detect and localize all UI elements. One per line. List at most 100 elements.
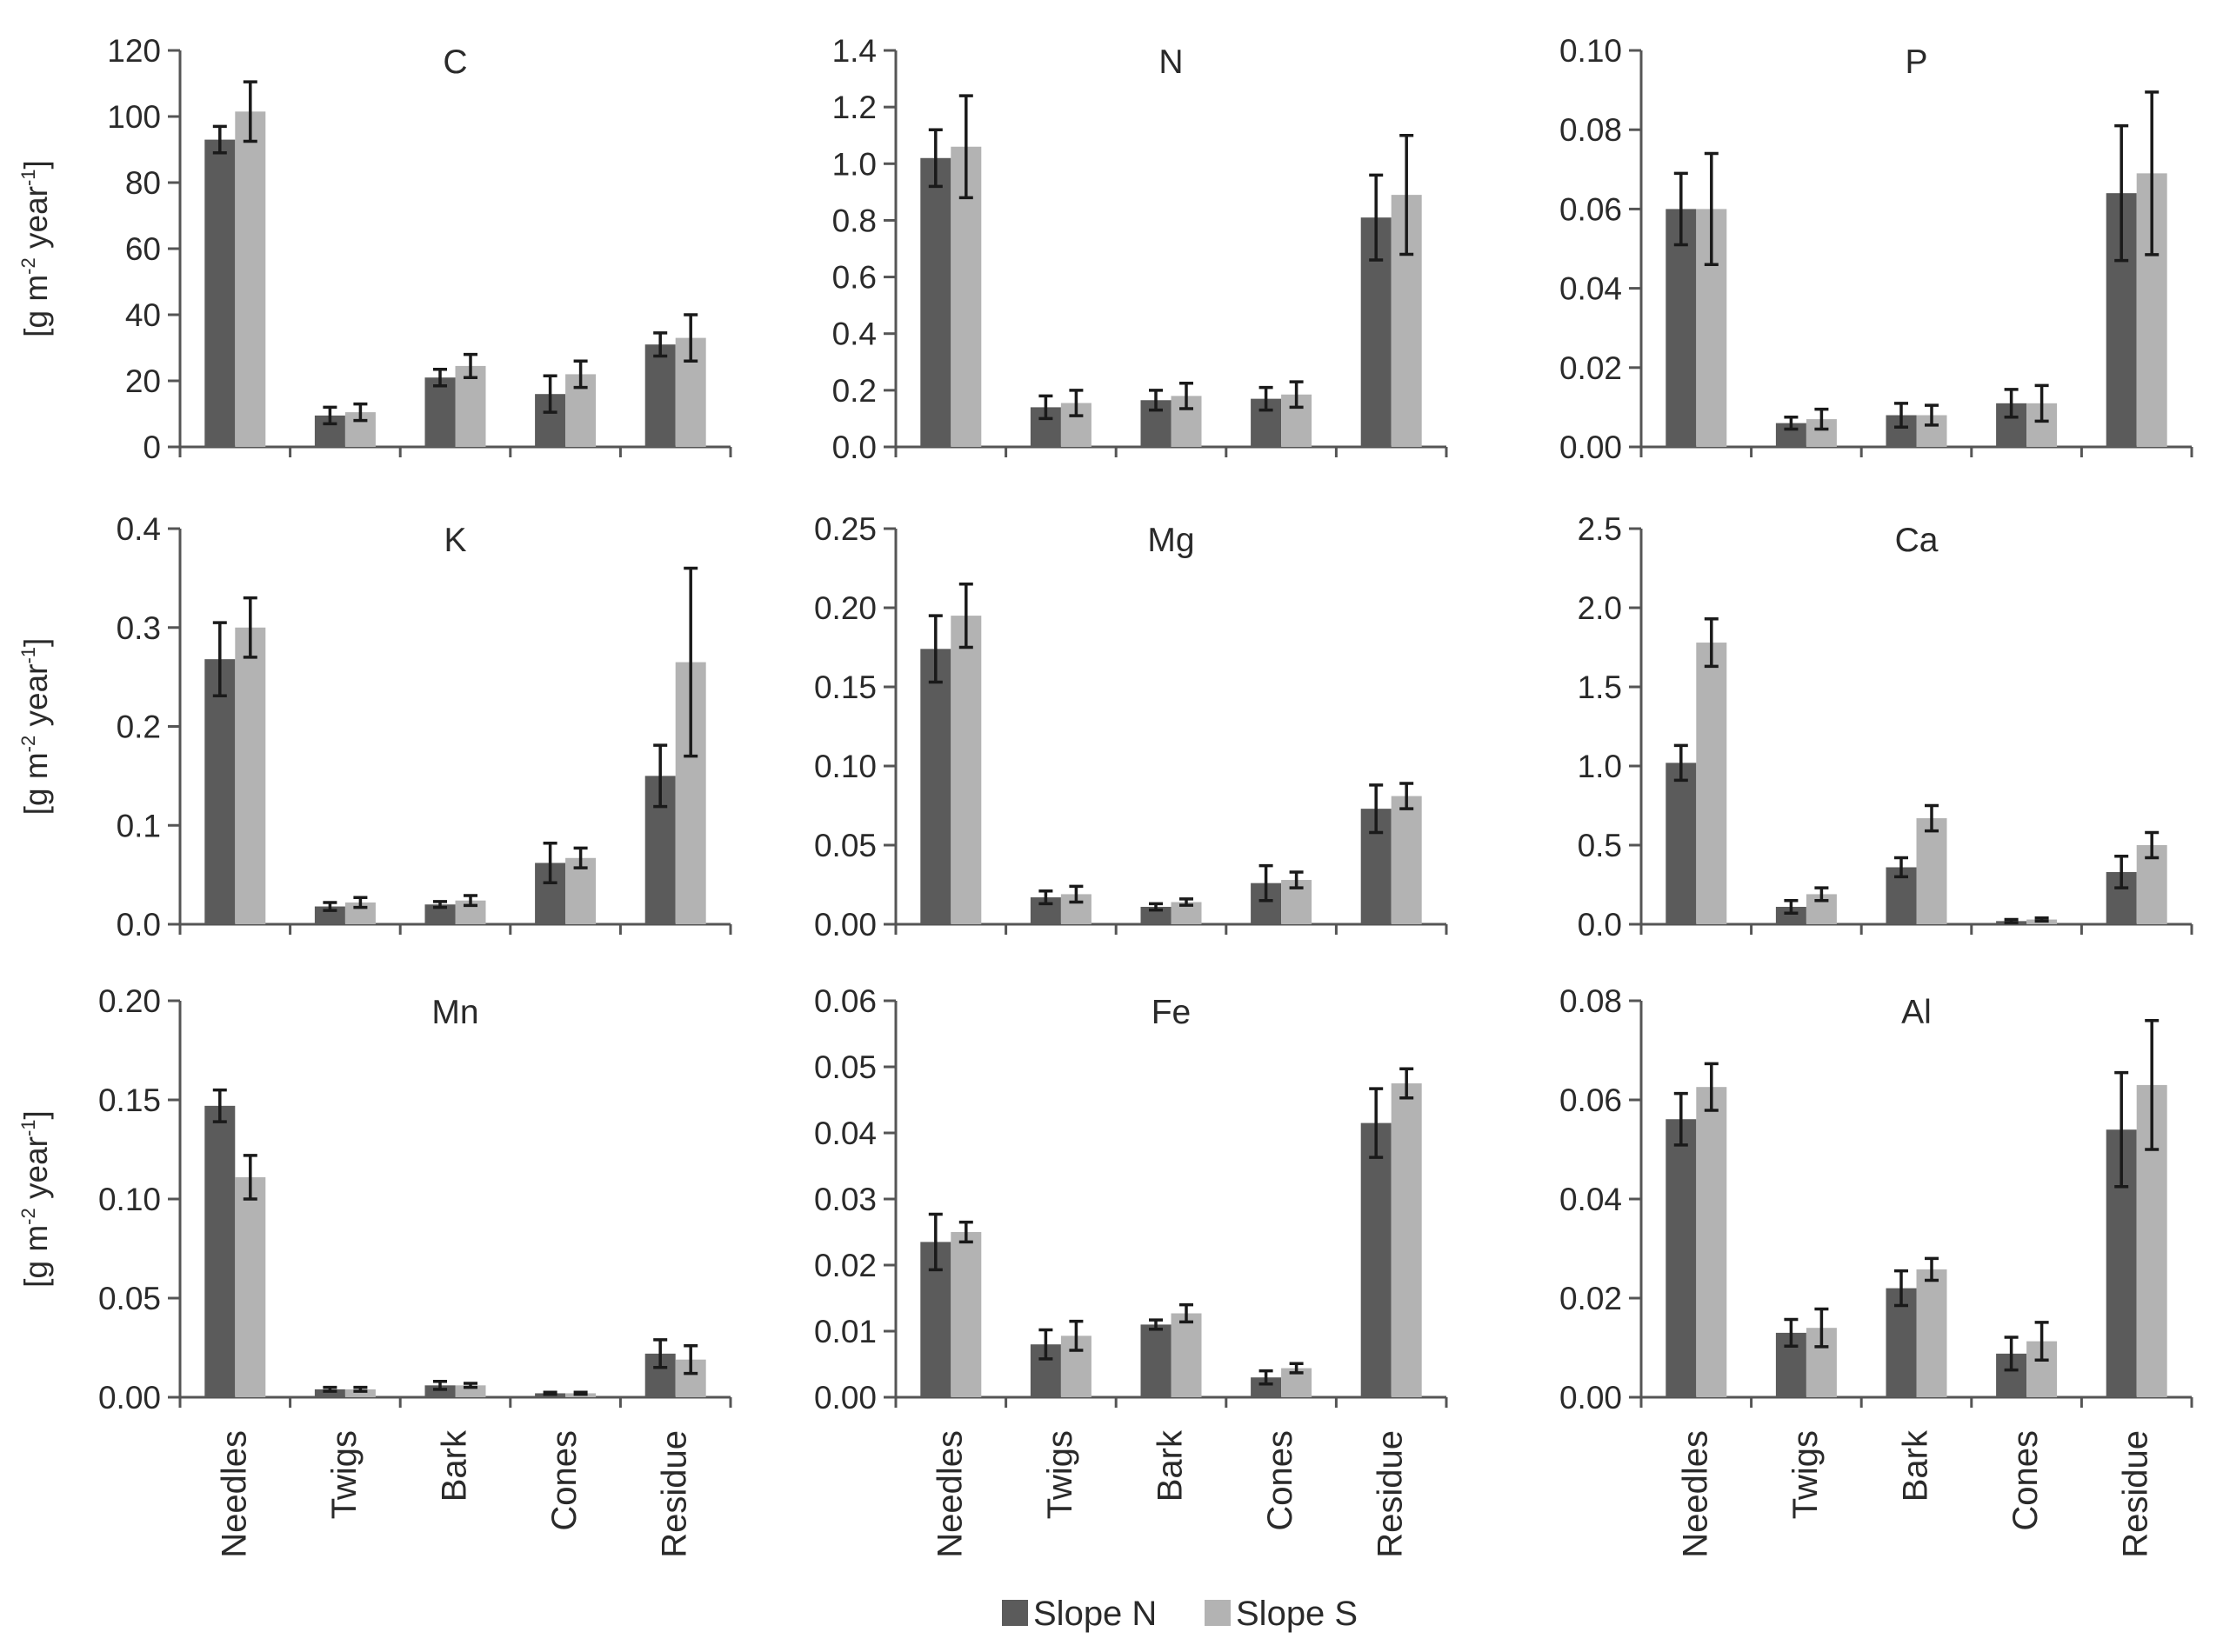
error-bar-k-needles-slope-n	[212, 621, 227, 697]
y-tick-label: 0	[143, 430, 161, 465]
category-label-twigs: Twigs	[1786, 1430, 1825, 1519]
y-tick-label: 1.2	[832, 90, 877, 125]
legend-swatch-slope-s	[1205, 1600, 1231, 1626]
legend-label-slope-s: Slope S	[1236, 1595, 1358, 1633]
y-tick-label: 0.2	[832, 373, 877, 409]
category-label-residue: Residue	[2117, 1430, 2155, 1558]
error-bar-k-bark-slope-n	[433, 900, 447, 909]
bar-k-twigs-slope-n	[314, 906, 345, 924]
y-tick-label: 0.10	[814, 749, 877, 784]
category-label-cones: Cones	[545, 1430, 584, 1531]
y-tick-label: 0.02	[1559, 1281, 1622, 1316]
bar-mn-twigs-slope-n	[314, 1389, 345, 1397]
error-bar-p-residue-slope-n	[2114, 123, 2129, 263]
error-bar-p-twigs-slope-s	[1814, 407, 1829, 431]
y-label-exponent: -2	[17, 736, 39, 753]
panel-fe: 0.00 0.01 0.02 0.03 0.04 0.05 0.06 Fe	[814, 983, 1448, 1416]
error-bar-k-cones-slope-n	[543, 841, 557, 884]
panel-mg: 0.00 0.05 0.10 0.15 0.20 0.25 Mg	[814, 511, 1448, 943]
panel-title-al: Al	[1901, 994, 1932, 1031]
category-label-cones: Cones	[1261, 1430, 1299, 1531]
y-tick-label: 0.00	[1559, 430, 1622, 465]
bar-c-needles-slope-s	[235, 111, 266, 448]
bar-fe-residue-slope-s	[1391, 1083, 1422, 1397]
bar-p-needles-slope-n	[1666, 209, 1697, 447]
error-bar-mn-needles-slope-n	[212, 1088, 227, 1123]
error-bar-p-cones-slope-s	[2034, 383, 2049, 423]
y-label-exponent: -1	[17, 1119, 39, 1136]
error-bar-n-residue-slope-s	[1399, 133, 1414, 256]
error-bar-ca-needles-slope-n	[1673, 743, 1688, 783]
y-tick-label: 0.00	[814, 907, 877, 943]
y-tick-label: 0.01	[814, 1314, 877, 1349]
error-bar-n-twigs-slope-s	[1069, 389, 1084, 417]
bar-al-needles-slope-n	[1666, 1119, 1697, 1397]
bar-ca-needles-slope-n	[1666, 763, 1697, 924]
error-bar-fe-residue-slope-n	[1369, 1087, 1384, 1159]
error-bar-mg-cones-slope-n	[1258, 863, 1273, 903]
error-bar-fe-bark-slope-n	[1149, 1318, 1163, 1331]
y-tick-label: 0.06	[814, 983, 877, 1019]
bar-al-needles-slope-s	[1696, 1087, 1727, 1397]
error-bar-c-bark-slope-n	[433, 367, 447, 388]
y-axis-label: [g m-2 year-1]	[17, 1110, 54, 1288]
y-tick-label: 0.15	[98, 1082, 161, 1118]
bar-mn-bark-slope-n	[424, 1385, 456, 1397]
error-bar-ca-cones-slope-s	[2034, 916, 2049, 923]
y-tick-label: 0.05	[98, 1281, 161, 1316]
y-tick-label: 0.02	[1559, 350, 1622, 386]
y-tick-label: 60	[125, 231, 161, 267]
y-tick-label: 0.08	[1559, 983, 1622, 1019]
error-bar-c-bark-slope-s	[464, 352, 477, 379]
bar-mg-bark-slope-n	[1140, 906, 1172, 924]
panel-title-p: P	[1905, 43, 1927, 81]
y-tick-label: 0.20	[98, 983, 161, 1019]
y-tick-label: 0.00	[814, 1380, 877, 1416]
y-tick-label: 2.0	[1578, 590, 1622, 626]
y-tick-label: 0.15	[814, 669, 877, 705]
error-bar-n-needles-slope-s	[958, 94, 973, 200]
panel-title-mn: Mn	[431, 994, 478, 1031]
category-label-residue: Residue	[1372, 1430, 1410, 1558]
y-tick-label: 0.0	[1578, 907, 1622, 943]
error-bar-mg-bark-slope-s	[1179, 897, 1193, 907]
y-label-base: [g m	[18, 752, 54, 815]
error-bar-fe-needles-slope-s	[958, 1220, 973, 1244]
y-tick-label: 2.5	[1578, 511, 1622, 547]
panel-title-fe: Fe	[1152, 994, 1192, 1031]
error-bar-c-needles-slope-n	[212, 124, 227, 155]
category-label-needles: Needles	[1676, 1430, 1714, 1558]
y-tick-label: 0.06	[1559, 1082, 1622, 1118]
y-tick-label: 0.05	[814, 828, 877, 863]
error-bar-k-residue-slope-n	[653, 743, 668, 809]
bar-c-residue-slope-n	[644, 344, 676, 447]
error-bar-p-needles-slope-s	[1704, 151, 1719, 266]
y-tick-label: 120	[107, 33, 161, 69]
bar-c-bark-slope-n	[424, 377, 456, 447]
panel-ca: 0.0 0.5 1.0 1.5 2.0 2.5 Ca	[1578, 511, 2193, 943]
error-bar-mg-residue-slope-s	[1399, 782, 1414, 810]
bar-k-needles-slope-s	[235, 627, 266, 924]
error-bar-k-twigs-slope-n	[323, 901, 337, 912]
error-bar-fe-bark-slope-s	[1179, 1302, 1193, 1324]
error-bar-fe-twigs-slope-s	[1069, 1319, 1084, 1352]
bar-fe-bark-slope-s	[1171, 1313, 1202, 1397]
error-bar-c-residue-slope-s	[684, 313, 698, 363]
category-label-bark: Bark	[436, 1429, 474, 1502]
panel-k: 0.0 0.1 0.2 0.3 0.4 K [g m-2 year-1]	[17, 511, 732, 943]
y-axis-label: [g m-2 year-1]	[17, 638, 54, 816]
y-tick-label: 0.05	[814, 1049, 877, 1085]
error-bar-ca-twigs-slope-n	[1784, 898, 1799, 916]
y-tick-label: 20	[125, 363, 161, 399]
error-bar-ca-bark-slope-n	[1894, 856, 1908, 879]
error-bar-al-bark-slope-n	[1894, 1269, 1908, 1308]
y-tick-label: 1.5	[1578, 669, 1622, 705]
y-tick-label: 0.8	[832, 203, 877, 238]
y-tick-label: 0.1	[117, 808, 161, 843]
y-label-exponent: -1	[17, 647, 39, 664]
error-bar-mg-cones-slope-s	[1289, 870, 1304, 889]
error-bar-k-cones-slope-s	[573, 846, 588, 869]
error-bar-ca-residue-slope-n	[2114, 854, 2129, 889]
error-bar-mn-needles-slope-s	[243, 1154, 257, 1201]
error-bar-fe-twigs-slope-n	[1038, 1328, 1053, 1361]
